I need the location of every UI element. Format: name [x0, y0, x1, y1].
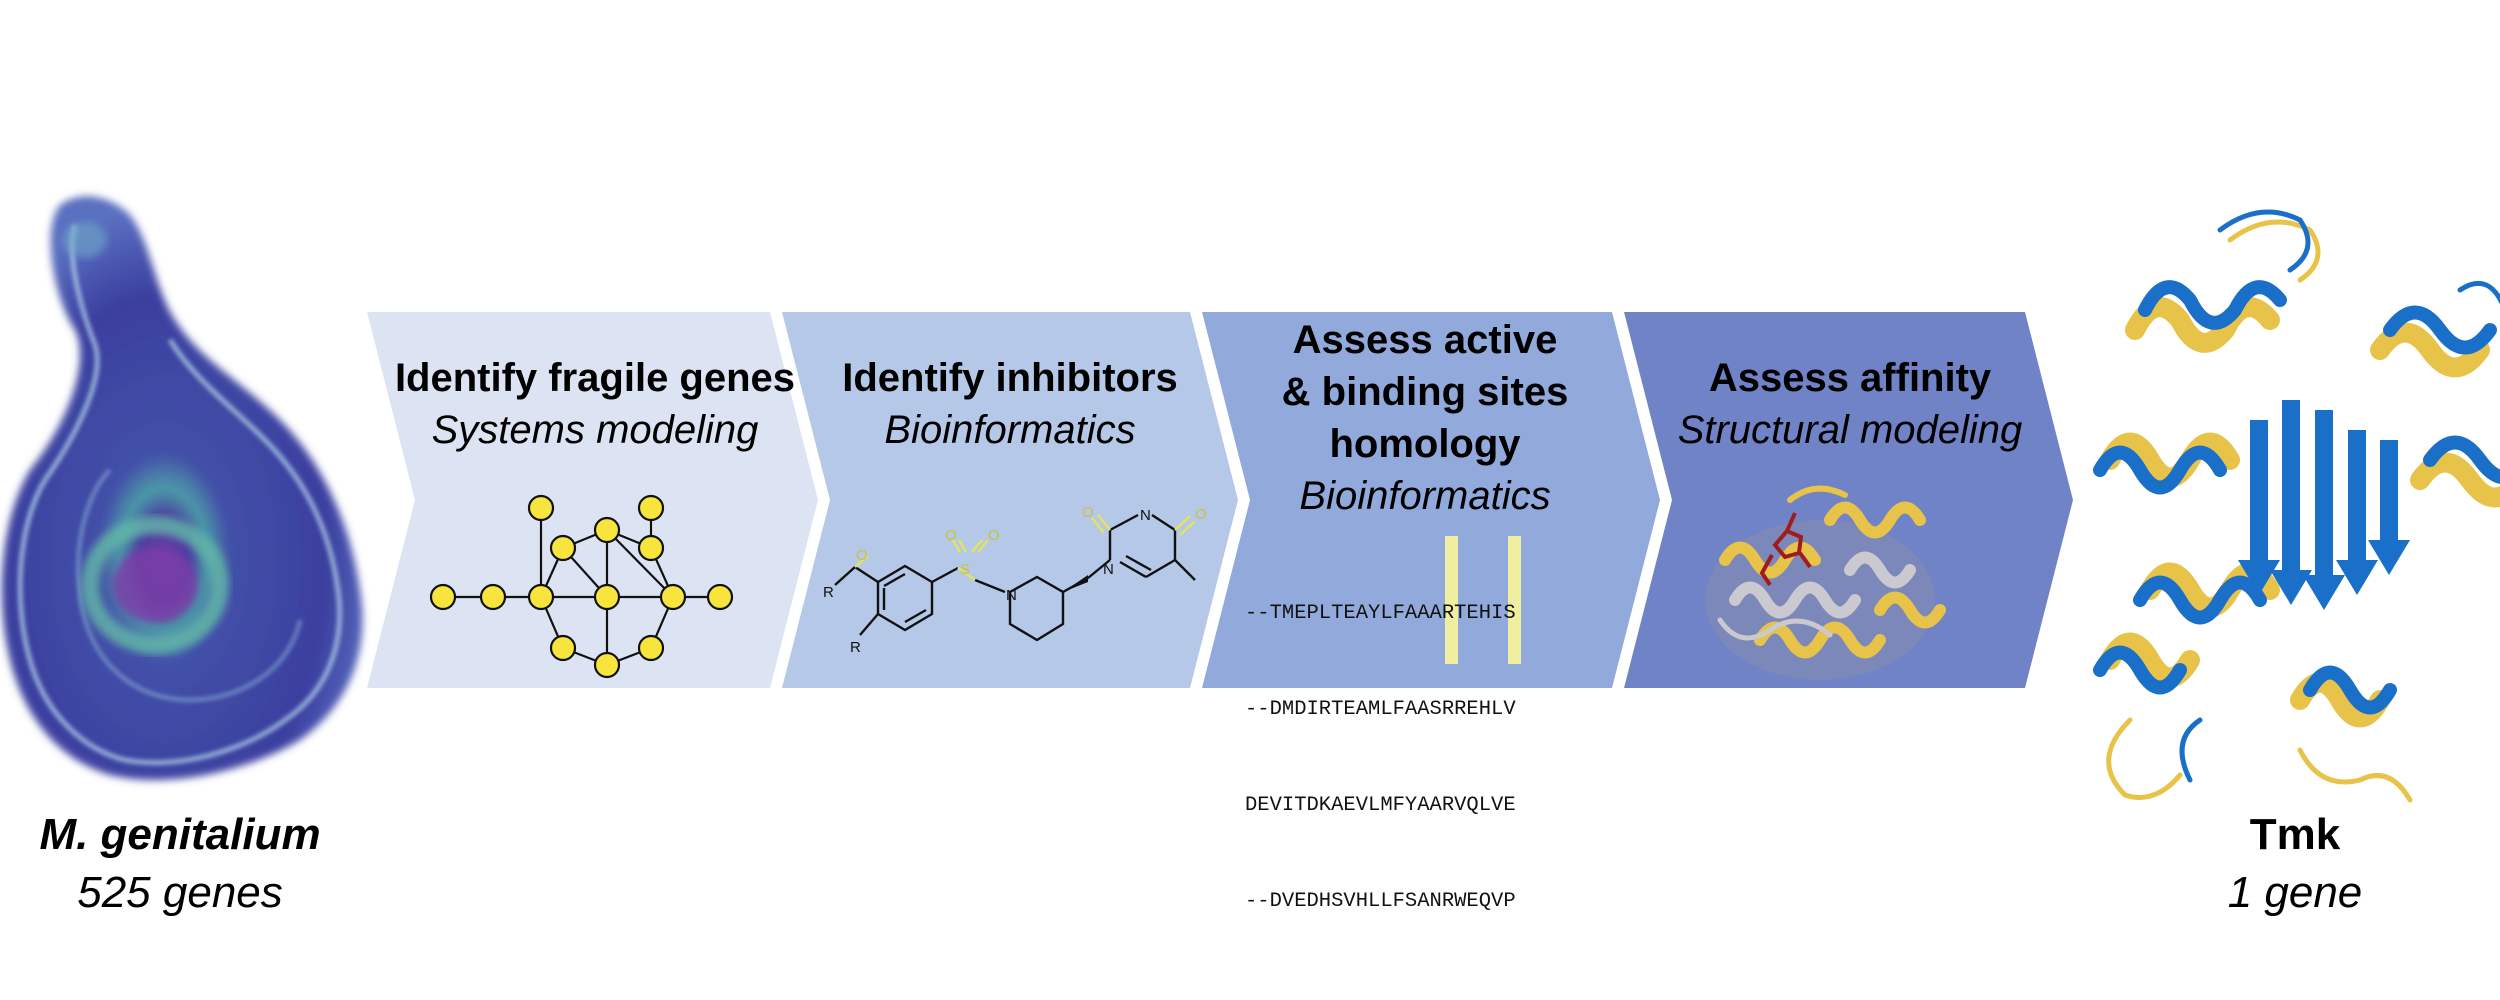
pipeline-arrows — [367, 312, 2073, 688]
network-node — [549, 634, 577, 662]
sequence-row: DEVITDKAEVLMFYAARVQLVE — [1245, 794, 1516, 817]
step-3-title-line-1: Assess active — [1292, 318, 1558, 362]
svg-text:N: N — [1140, 507, 1151, 524]
step-arrow-1 — [367, 312, 818, 688]
organism-name: M. genitalium — [39, 810, 321, 859]
network-node — [593, 651, 621, 679]
svg-text:N: N — [1006, 587, 1017, 604]
network-node — [637, 534, 665, 562]
organism-caption: M. genitalium 525 genes — [0, 806, 360, 922]
svg-text:O: O — [945, 527, 957, 544]
network-node — [637, 634, 665, 662]
conserved-column-highlight — [1508, 536, 1521, 664]
svg-text:O: O — [1195, 506, 1207, 523]
svg-text:O: O — [856, 547, 868, 564]
step-3-title-line-3: homology — [1329, 422, 1521, 466]
conserved-column-highlight — [1445, 536, 1458, 664]
molecule-labels: R R S O O O O O N N N — [823, 504, 1207, 656]
organism-gene-count: 525 genes — [77, 868, 283, 917]
svg-text:R: R — [823, 584, 834, 601]
inhibitor-molecule — [834, 513, 1196, 642]
network-node — [593, 516, 621, 544]
svg-text:N: N — [1103, 561, 1114, 578]
network-node — [429, 583, 457, 611]
step-4-title: Assess affinity — [1708, 356, 1992, 400]
network-node — [479, 583, 507, 611]
network-node — [706, 583, 734, 611]
step-3-title-line-2: & binding sites — [1281, 370, 1569, 414]
tmk-protein-structure — [2093, 209, 2500, 803]
network-node — [549, 534, 577, 562]
target-gene-count: 1 gene — [2227, 868, 2363, 917]
network-nodes — [429, 494, 734, 679]
step-3-subtitle: Bioinformatics — [1299, 474, 1551, 518]
step-3-text: Assess active & binding sites homology B… — [1200, 314, 1650, 522]
network-node — [593, 583, 621, 611]
alignment-highlights — [1445, 536, 1521, 664]
sequence-row: --DMDIRTEAMLFAASRREHLV — [1245, 698, 1516, 721]
network-node — [527, 583, 555, 611]
step-1-title: Identify fragile genes — [394, 356, 796, 400]
sequence-row: --TMEPLTEAYLFAAARTEHIS — [1245, 602, 1516, 625]
svg-text:O: O — [1082, 504, 1094, 521]
step-4-subtitle: Structural modeling — [1677, 408, 2023, 452]
target-name: Tmk — [2249, 810, 2341, 859]
docked-structure-image — [1705, 485, 1946, 680]
svg-text:O: O — [988, 527, 1000, 544]
sequence-alignment: --TMEPLTEAYLFAAARTEHIS --DMDIRTEAMLFAASR… — [1245, 534, 1516, 982]
cell-image — [1, 196, 363, 781]
network-node — [659, 583, 687, 611]
network-node — [527, 494, 555, 522]
sequence-row: --DVEDHSVHLLFSANRWEQVP — [1245, 890, 1516, 913]
step-1-subtitle: Systems modeling — [431, 408, 759, 452]
step-arrow-3 — [1202, 312, 1660, 688]
target-caption: Tmk 1 gene — [2130, 806, 2460, 922]
step-1-text: Identify fragile genes Systems modeling — [330, 352, 860, 456]
svg-text:R: R — [850, 639, 861, 656]
ligand — [1759, 512, 1812, 587]
step-2-text: Identify inhibitors Bioinformatics — [770, 352, 1250, 456]
stereo-wedge — [1063, 575, 1088, 592]
step-arrow-2 — [782, 312, 1238, 688]
step-4-text: Assess affinity Structural modeling — [1630, 352, 2070, 456]
network-node — [637, 494, 665, 522]
step-2-subtitle: Bioinformatics — [884, 408, 1136, 452]
step-2-title: Identify inhibitors — [842, 356, 1178, 400]
molecule-heteroatoms — [854, 514, 1196, 581]
svg-text:S: S — [960, 561, 970, 578]
